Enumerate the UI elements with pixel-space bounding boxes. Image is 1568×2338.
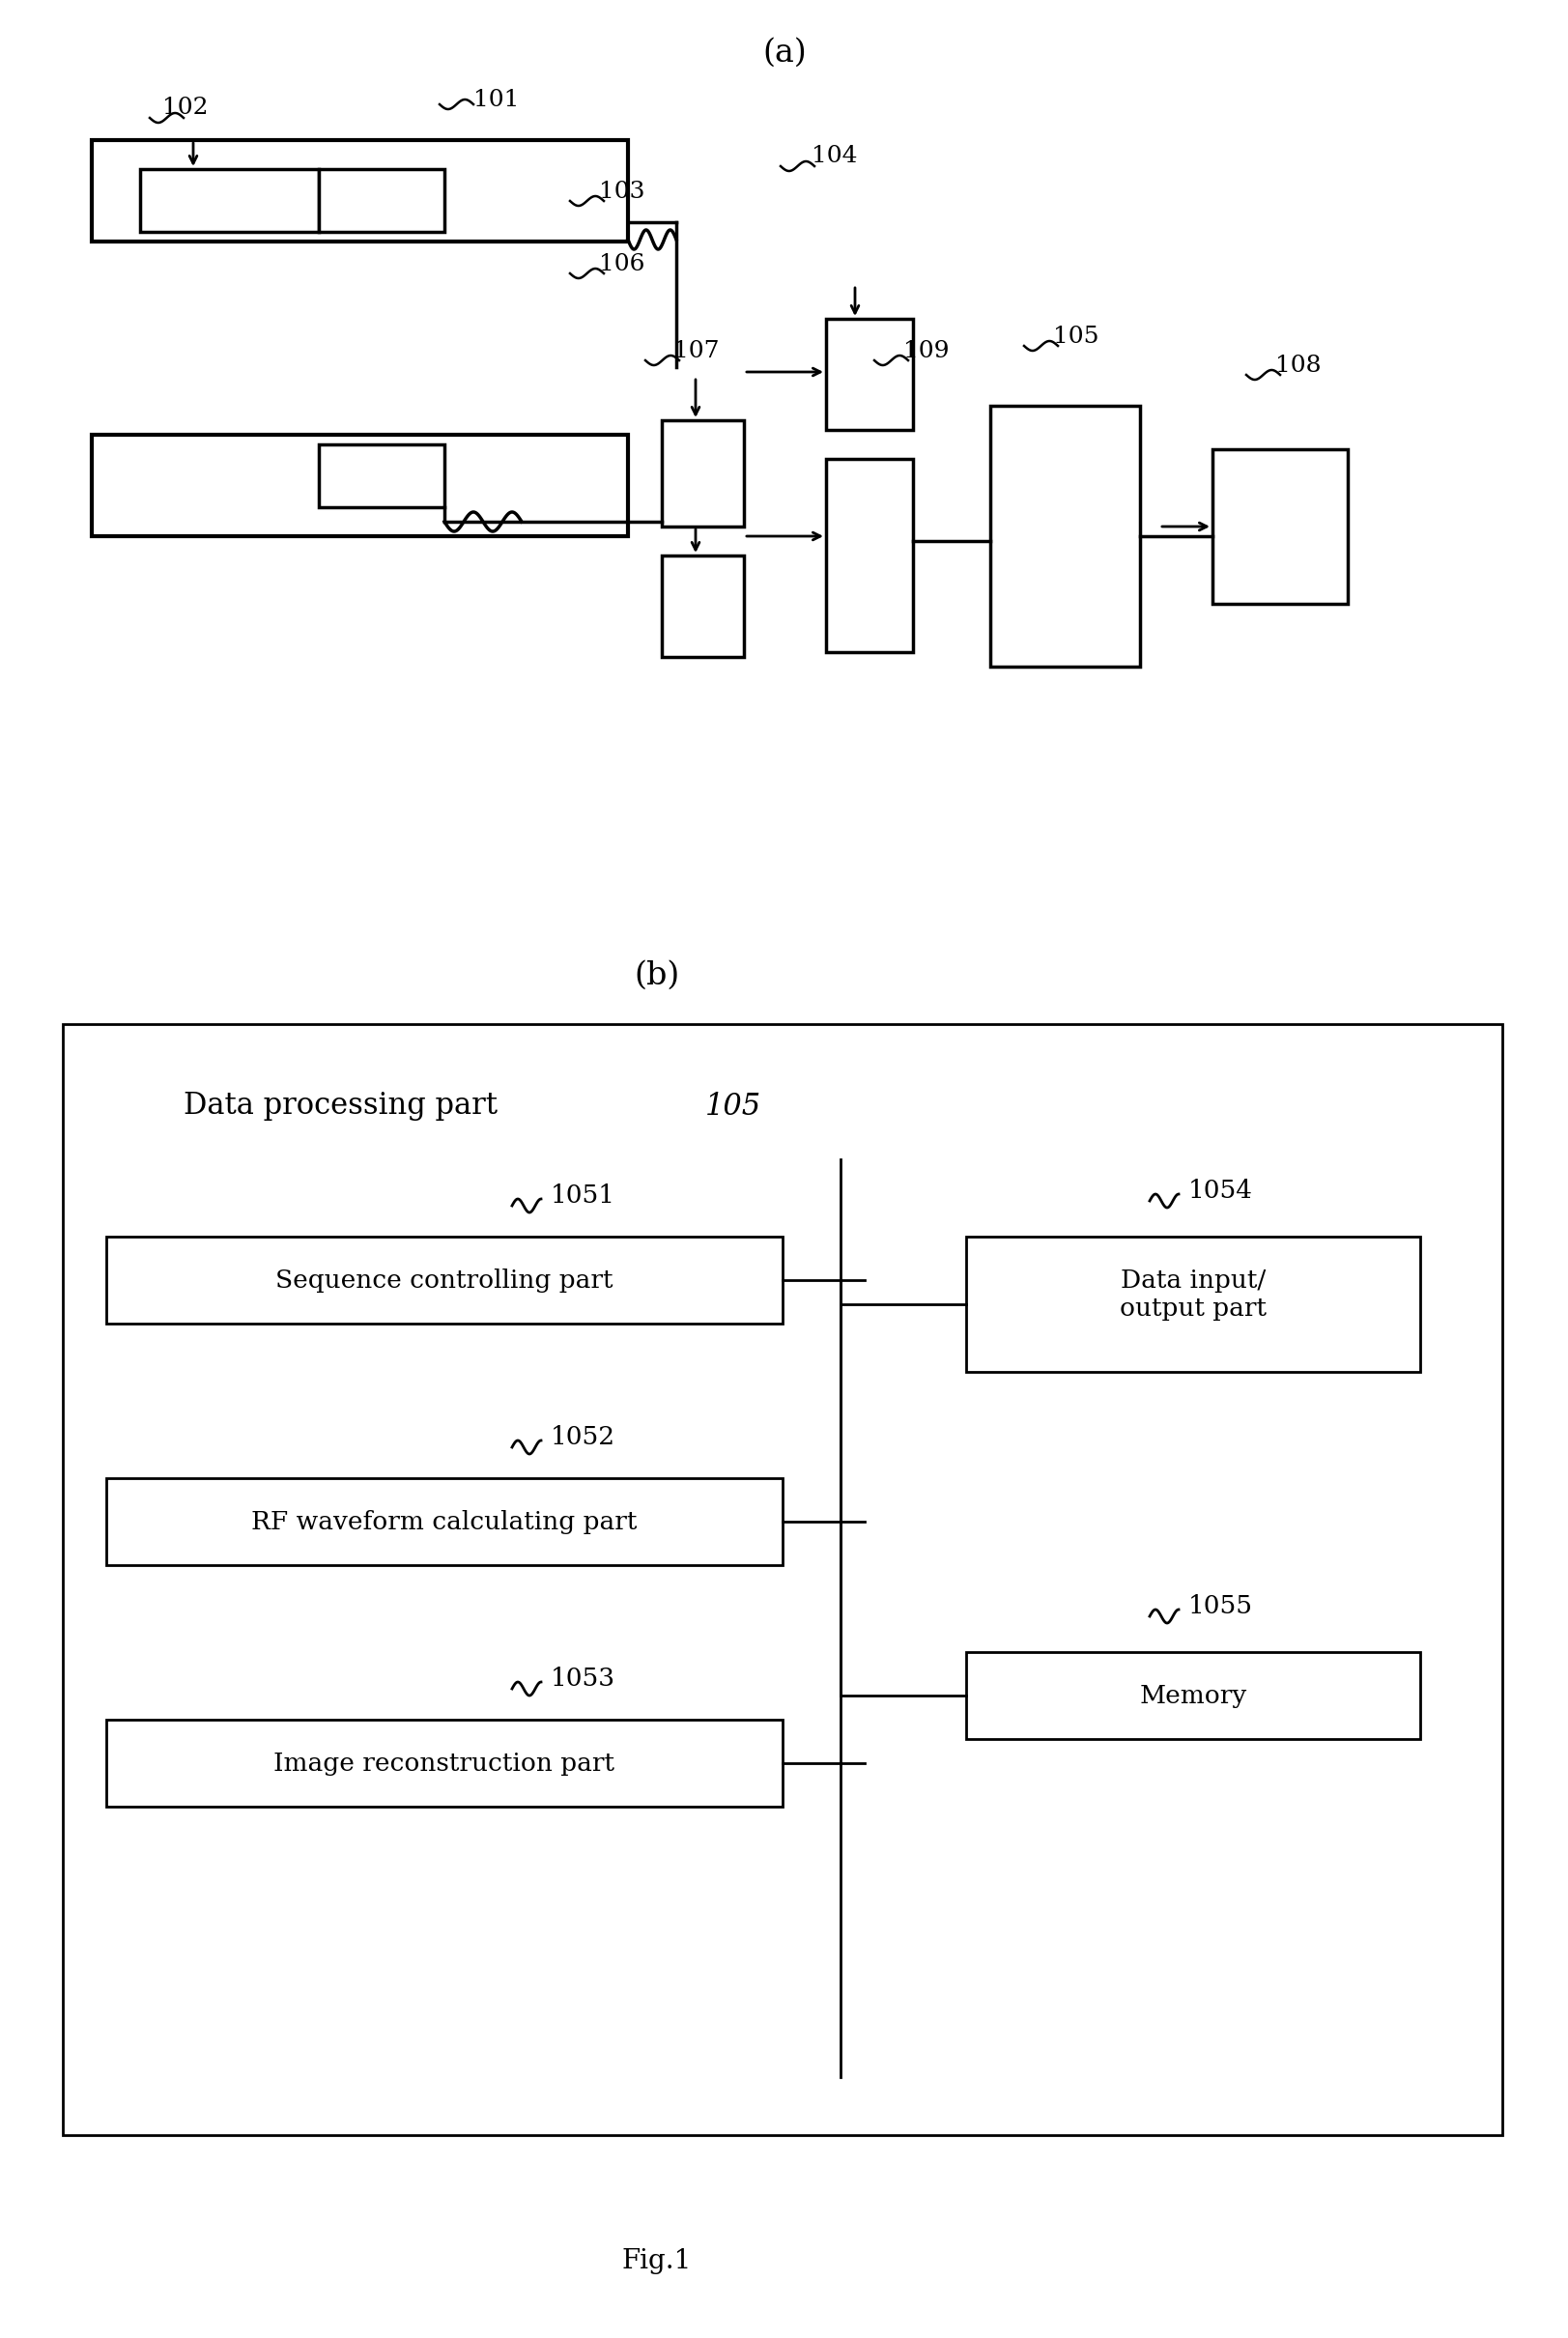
- Text: 109: 109: [903, 339, 949, 362]
- Text: Sequence controlling part: Sequence controlling part: [276, 1267, 613, 1293]
- Text: 104: 104: [811, 145, 856, 166]
- Text: 1055: 1055: [1187, 1595, 1253, 1618]
- Bar: [318, 444, 444, 507]
- Bar: [825, 318, 913, 430]
- Text: Memory: Memory: [1138, 1683, 1247, 1707]
- Bar: [107, 1721, 782, 1807]
- Text: 105: 105: [706, 1092, 760, 1122]
- Bar: [966, 1237, 1419, 1372]
- Bar: [662, 421, 743, 526]
- Bar: [91, 140, 627, 241]
- Text: (a): (a): [762, 37, 806, 68]
- Text: RF waveform calculating part: RF waveform calculating part: [251, 1510, 637, 1534]
- Text: 108: 108: [1275, 355, 1320, 376]
- Text: Data input/
output part: Data input/ output part: [1120, 1270, 1265, 1321]
- Text: Data processing part: Data processing part: [183, 1092, 506, 1122]
- Text: 102: 102: [162, 96, 209, 119]
- Text: (b): (b): [633, 961, 679, 991]
- Text: 106: 106: [599, 253, 644, 276]
- Bar: [318, 168, 444, 231]
- Bar: [91, 435, 627, 535]
- Text: 107: 107: [673, 339, 718, 362]
- Text: 103: 103: [599, 180, 644, 203]
- Bar: [662, 556, 743, 657]
- Text: Fig.1: Fig.1: [621, 2247, 691, 2275]
- Bar: [63, 1024, 1502, 2135]
- Bar: [825, 458, 913, 652]
- Text: 1051: 1051: [550, 1183, 615, 1209]
- Bar: [107, 1478, 782, 1564]
- Bar: [989, 407, 1140, 666]
- Bar: [107, 1237, 782, 1323]
- Text: 105: 105: [1052, 325, 1098, 348]
- Text: 101: 101: [474, 89, 519, 112]
- Bar: [140, 168, 318, 231]
- Bar: [966, 1653, 1419, 1739]
- Text: Image reconstruction part: Image reconstruction part: [274, 1751, 615, 1775]
- Bar: [1212, 449, 1347, 603]
- Text: 1053: 1053: [550, 1667, 615, 1690]
- Text: 1054: 1054: [1187, 1178, 1253, 1202]
- Text: 1052: 1052: [550, 1426, 615, 1450]
